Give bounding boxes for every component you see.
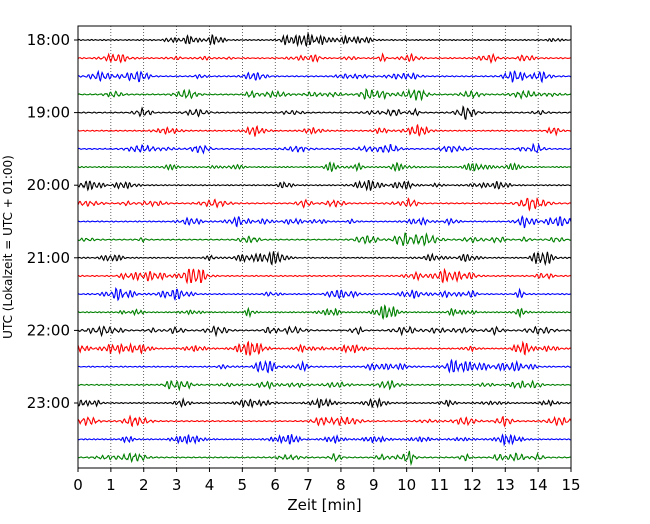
trace-layer [77,31,572,467]
seismogram-trace [77,267,572,285]
seismogram-trace [77,52,572,65]
seismogram-trace [77,450,572,467]
seismogram-trace [77,414,572,428]
seismogram-trace [77,287,572,302]
plot-frame [77,25,572,469]
seismogram-trace [77,179,572,192]
x-tick-label: 1 [106,476,116,494]
seismogram-trace [77,232,572,247]
seismogram-trace [77,197,572,212]
y-axis-label: UTC (Lokalzeit = UTC + 01:00) [1,155,15,339]
x-tick-label: 11 [430,476,449,494]
x-tick-label: 15 [561,476,580,494]
y-tick-label: 18:00 [27,31,70,49]
seismogram-trace [77,88,572,102]
seismogram-trace [77,250,572,267]
y-tick-label: 20:00 [27,176,70,194]
x-tick-label: 9 [369,476,379,494]
seismogram-trace [77,123,572,137]
x-tick-label: 2 [139,476,149,494]
seismogram-trace [77,304,572,321]
seismogram-trace [77,358,572,374]
seismogram-trace [77,397,572,409]
x-tick-label: 5 [238,476,248,494]
x-tick-label: 14 [529,476,548,494]
x-tick-label: 0 [73,476,83,494]
x-tick-label: 13 [496,476,515,494]
seismogram-trace [77,214,572,229]
x-tick-label: 7 [303,476,313,494]
x-tick-label: 12 [463,476,482,494]
y-tick-label: 21:00 [27,249,70,267]
seismogram-trace [77,433,572,447]
y-tick-layer: 18:00 19:00 20:00 21:00 22:00 23:00 [27,31,78,412]
x-tick-layer: 0 1 2 3 4 5 6 7 8 9 10 11 12 13 14 15 [73,468,581,494]
seismogram-trace [77,142,572,155]
y-tick-label: 19:00 [27,104,70,122]
seismogram-trace [77,161,572,173]
y-tick-label: 23:00 [27,394,70,412]
seismogram-trace [77,31,572,48]
x-tick-label: 8 [336,476,346,494]
x-tick-label: 3 [172,476,182,494]
seismogram-trace [77,379,572,392]
seismogram-trace [77,105,572,120]
seismogram-trace [77,340,572,357]
x-tick-label: 4 [205,476,215,494]
seismogram-trace [77,325,572,338]
x-tick-label: 10 [397,476,416,494]
y-tick-label: 22:00 [27,321,70,339]
x-axis-label: Zeit [min] [287,496,361,514]
seismogram-trace [77,69,572,84]
x-tick-label: 6 [270,476,280,494]
